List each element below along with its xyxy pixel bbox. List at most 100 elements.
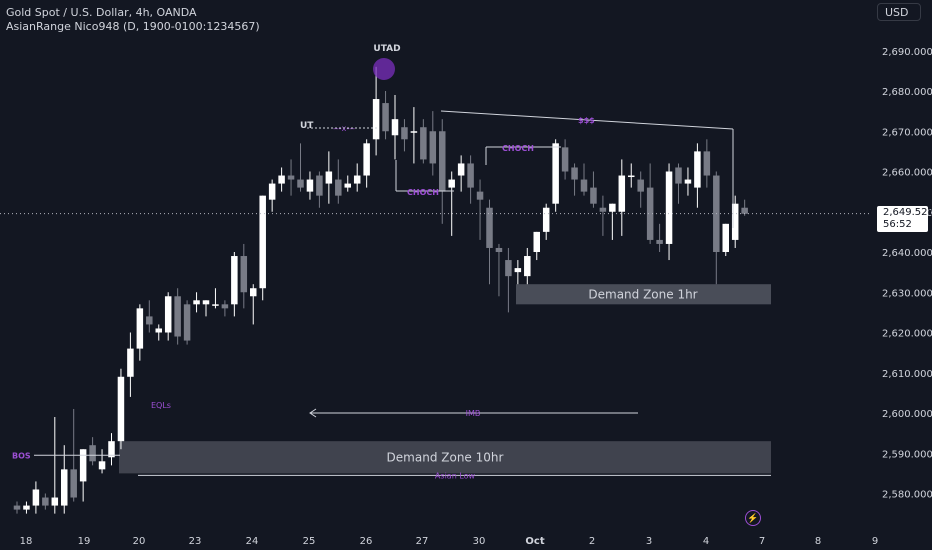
candle-body[interactable] — [580, 179, 588, 192]
candle-body[interactable] — [127, 348, 134, 377]
candle-body[interactable] — [193, 300, 200, 305]
candle-body[interactable] — [32, 489, 40, 506]
candle-body[interactable] — [731, 203, 739, 240]
candle-body[interactable] — [571, 167, 578, 180]
candle-body[interactable] — [618, 175, 626, 212]
candle-body[interactable] — [599, 207, 607, 212]
candle-body[interactable] — [13, 505, 21, 510]
candle-body[interactable] — [287, 175, 295, 180]
candle-body[interactable] — [467, 163, 474, 188]
candle-body[interactable] — [429, 131, 437, 164]
candle-body[interactable] — [89, 445, 96, 462]
last-price-value: 2,649.525 — [883, 207, 932, 218]
candle-body[interactable] — [665, 171, 673, 244]
candle-body[interactable] — [23, 505, 30, 510]
candle-body[interactable] — [524, 256, 531, 277]
candle-body[interactable] — [722, 223, 730, 252]
candle-body[interactable] — [250, 288, 257, 297]
lightning-icon[interactable]: ⚡ — [745, 510, 761, 526]
time-tick-label: 18 — [20, 536, 33, 547]
candle-body[interactable] — [741, 207, 748, 214]
time-tick-label: 2 — [589, 536, 595, 547]
time-axis[interactable]: 18 19 20 23 24 25 26 27 30 Oct 2 3 4 7 8 9 — [20, 536, 879, 547]
candle-body[interactable] — [439, 131, 446, 192]
price-tick-label: 2,670.000 — [882, 127, 932, 138]
candle-body[interactable] — [694, 151, 701, 188]
candle-body[interactable] — [259, 195, 266, 289]
candle-body[interactable] — [117, 376, 125, 442]
candle-body[interactable] — [108, 441, 115, 458]
candle-body[interactable] — [61, 469, 68, 506]
candle-body[interactable] — [486, 207, 493, 248]
time-tick-label: 8 — [815, 536, 821, 547]
candle-body[interactable] — [448, 179, 455, 188]
candle-body[interactable] — [136, 308, 144, 349]
ut-label: UT — [300, 121, 314, 131]
candle-body[interactable] — [656, 239, 663, 244]
time-tick-label: 27 — [416, 536, 429, 547]
price-tick-label: 2,600.000 — [882, 409, 932, 420]
candle-body[interactable] — [561, 147, 569, 172]
candle-body[interactable] — [542, 207, 550, 232]
candle-body[interactable] — [372, 99, 380, 140]
candle-body[interactable] — [391, 119, 399, 136]
candle-body[interactable] — [155, 328, 163, 333]
candle-body[interactable] — [590, 187, 597, 204]
candle-body[interactable] — [533, 231, 541, 252]
demand-zone-1hr[interactable] — [516, 284, 771, 305]
candle-body[interactable] — [420, 127, 427, 160]
price-tick-label: 2,590.000 — [882, 449, 932, 460]
candle-body[interactable] — [684, 179, 692, 184]
candle-body[interactable] — [552, 143, 559, 204]
candle-body[interactable] — [146, 316, 153, 325]
candle-body[interactable] — [505, 260, 512, 277]
candle-body[interactable] — [344, 183, 352, 188]
candle-body[interactable] — [335, 179, 342, 196]
candle-body[interactable] — [637, 179, 644, 192]
candle-body[interactable] — [212, 304, 219, 306]
candle-body[interactable] — [183, 304, 191, 341]
candle-body[interactable] — [79, 449, 87, 482]
candle-body[interactable] — [221, 304, 229, 309]
candle-body[interactable] — [268, 183, 276, 200]
candle-body[interactable] — [42, 497, 49, 506]
indicator-title[interactable]: AsianRange Nico948 (D, 1900-0100:1234567… — [6, 20, 260, 33]
candle-body[interactable] — [609, 203, 616, 212]
price-axis[interactable]: 2,690.0002,680.0002,670.0002,660.0002,65… — [872, 0, 932, 550]
candle-body[interactable] — [325, 171, 333, 184]
candle-body[interactable] — [70, 469, 77, 498]
candle-body[interactable] — [457, 163, 465, 176]
candle-body[interactable] — [401, 127, 408, 140]
candle-body[interactable] — [278, 175, 285, 184]
candle-body[interactable] — [476, 191, 484, 200]
currency-button[interactable]: USD — [877, 3, 921, 21]
candle-body[interactable] — [382, 103, 389, 132]
candle-body[interactable] — [202, 300, 210, 305]
candle-body[interactable] — [353, 175, 361, 184]
candle-body[interactable] — [410, 131, 418, 133]
candle-body[interactable] — [174, 296, 181, 337]
last-price-badge: 2,649.525 56:52 — [877, 206, 932, 232]
candle-body[interactable] — [306, 179, 314, 192]
candle-body[interactable] — [240, 256, 248, 293]
candle-body[interactable] — [628, 175, 635, 178]
candle-body[interactable] — [51, 497, 59, 506]
candle-body[interactable] — [646, 187, 654, 240]
candle-body[interactable] — [495, 247, 503, 252]
candle-body[interactable] — [316, 175, 323, 196]
candle-body[interactable] — [675, 167, 682, 184]
candle-body[interactable] — [164, 296, 172, 333]
candle-body[interactable] — [231, 256, 238, 305]
time-tick-label: 25 — [303, 536, 316, 547]
price-tick-label: 2,630.000 — [882, 288, 932, 299]
candle-body[interactable] — [514, 268, 522, 273]
time-tick-label: 3 — [646, 536, 652, 547]
candle-body[interactable] — [297, 179, 304, 188]
candle-body[interactable] — [703, 151, 711, 176]
demand-zone-10hr[interactable] — [119, 441, 771, 474]
utad-label: UTAD — [373, 44, 400, 54]
candle-body[interactable] — [363, 143, 370, 176]
candle-body[interactable] — [98, 461, 106, 470]
bos-label: BOS — [12, 451, 31, 460]
